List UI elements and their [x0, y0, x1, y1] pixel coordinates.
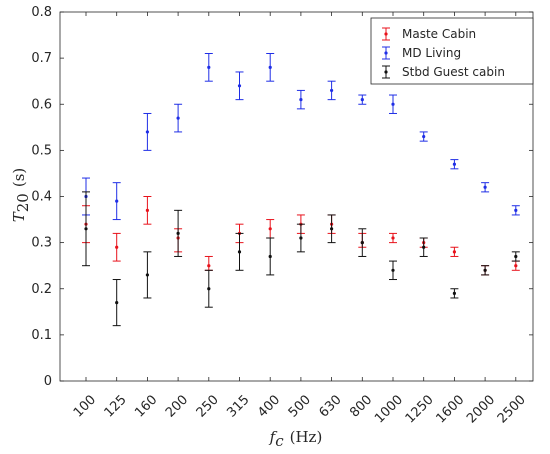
x-tick-label: 400 — [255, 392, 283, 420]
data-point — [207, 287, 211, 291]
data-point — [330, 227, 334, 231]
legend-label: Stbd Guest cabin — [402, 65, 505, 79]
legend-entry-2: Stbd Guest cabin — [382, 65, 505, 79]
x-tick-label: 250 — [194, 392, 222, 420]
data-point — [299, 98, 303, 102]
series-layer — [82, 53, 520, 327]
data-point — [330, 88, 334, 93]
y-tick-label: 0.7 — [31, 51, 52, 66]
x-tick-label: 100 — [71, 392, 99, 420]
y-axis-symbol: T — [10, 211, 28, 222]
legend-swatch-point — [384, 51, 388, 55]
y-tick-label: 0.3 — [31, 236, 52, 251]
x-axis-symbol: f — [269, 428, 278, 446]
y-tick-label: 0.6 — [31, 97, 52, 112]
data-point — [483, 268, 487, 272]
y-axis-title: T20 (s) — [10, 168, 32, 223]
data-point — [391, 236, 395, 240]
legend-entry-0: Maste Cabin — [382, 27, 476, 41]
x-tick-label: 2000 — [464, 392, 498, 426]
data-point — [115, 199, 119, 203]
data-point — [176, 231, 180, 235]
data-point — [422, 245, 426, 249]
x-axis-unit: (Hz) — [290, 428, 323, 446]
data-point — [145, 130, 149, 134]
series-1 — [82, 53, 520, 221]
x-tick-label: 125 — [102, 392, 130, 420]
data-point — [452, 250, 456, 254]
data-point — [514, 264, 518, 268]
data-point — [391, 102, 395, 106]
data-point — [483, 185, 487, 189]
x-tick-label: 630 — [316, 392, 344, 420]
y-tick-label: 0.4 — [31, 190, 52, 205]
data-point — [207, 65, 211, 69]
legend-swatch-point — [384, 32, 388, 36]
series-2 — [82, 191, 520, 327]
legend-swatch-point — [384, 70, 388, 74]
x-axis-subscript: c — [275, 432, 284, 450]
x-tick-label: 1600 — [433, 392, 467, 426]
error-bar — [204, 255, 213, 271]
x-axis-title: fc (Hz) — [269, 428, 323, 450]
data-point — [84, 227, 88, 231]
data-point — [237, 250, 242, 254]
x-tick-label: 200 — [163, 392, 191, 420]
data-point — [514, 208, 518, 212]
x-tick-label: 2500 — [495, 392, 529, 426]
legend-box — [370, 17, 534, 85]
data-point — [452, 162, 456, 166]
data-point — [514, 254, 518, 259]
data-point — [176, 116, 180, 120]
y-axis-subscript: 20 — [14, 193, 32, 212]
data-point — [207, 264, 211, 268]
y-tick-label: 0.8 — [31, 5, 52, 20]
data-point — [268, 65, 272, 69]
legend-entries: Maste Cabin MD Living Stbd Guest cabin — [382, 27, 505, 79]
legend: Maste Cabin MD Living Stbd Guest cabin — [370, 17, 534, 85]
legend-label: Maste Cabin — [402, 27, 476, 41]
y-tick-label: 0.5 — [31, 143, 52, 158]
x-tick-label: 1250 — [403, 392, 437, 426]
x-tick-label: 160 — [132, 392, 160, 420]
data-point — [145, 208, 149, 212]
data-point — [422, 134, 426, 139]
data-point — [452, 291, 456, 295]
x-tick-label: 1000 — [372, 392, 406, 426]
y-axis-unit: (s) — [10, 168, 28, 187]
data-point — [237, 84, 242, 88]
data-point — [145, 273, 149, 277]
legend-entry-1: MD Living — [382, 46, 461, 60]
data-point — [391, 268, 395, 272]
data-point — [268, 254, 272, 259]
legend-label: MD Living — [402, 46, 461, 60]
y-tick-label: 0.2 — [31, 282, 52, 297]
data-point — [268, 227, 272, 231]
data-point — [115, 300, 119, 305]
x-tick-label: 500 — [286, 392, 314, 420]
y-tick-label: 0 — [44, 374, 52, 389]
x-tick-label: 800 — [347, 392, 375, 420]
x-tick-label: 315 — [224, 392, 252, 420]
y-tick-label: 0.1 — [31, 328, 52, 343]
data-point — [115, 245, 119, 249]
y-axis: 0 0.1 0.2 0.3 0.4 0.5 0.6 0.7 0.8 — [31, 5, 533, 389]
data-point — [360, 98, 364, 102]
data-point — [299, 236, 303, 240]
data-point — [360, 241, 364, 245]
